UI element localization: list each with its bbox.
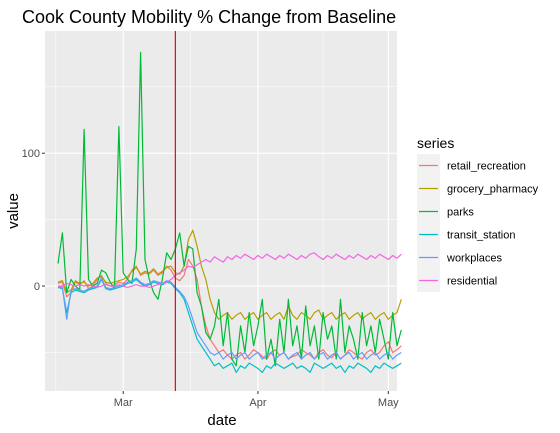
x-axis-ticks: Mar Apr May — [114, 391, 399, 409]
legend-title: series — [417, 135, 454, 151]
legend-label-grocery_pharmacy: grocery_pharmacy — [447, 184, 539, 196]
legend-label-retail_recreation: retail_recreation — [447, 161, 526, 173]
x-tick-label: May — [378, 397, 399, 409]
legend-label-residential: residential — [447, 276, 497, 288]
x-axis-title: date — [207, 412, 236, 429]
grid-lines — [45, 31, 397, 391]
series-line-residential — [58, 252, 402, 288]
series-line-workplaces — [57, 277, 402, 360]
chart-title: Cook County Mobility % Change from Basel… — [22, 7, 396, 27]
y-tick-label: 100 — [22, 148, 40, 160]
legend-label-transit_station: transit_station — [447, 230, 515, 242]
y-axis-ticks: 0 100 — [22, 148, 45, 293]
legend-label-workplaces: workplaces — [446, 253, 503, 265]
legend: series retail_recreation grocery_pharmacy… — [417, 135, 539, 292]
y-tick-label: 0 — [34, 281, 40, 293]
series-lines — [57, 51, 402, 373]
x-tick-label: Mar — [114, 397, 133, 409]
series-line-parks — [57, 51, 402, 367]
legend-label-parks: parks — [447, 207, 474, 219]
y-axis-title: value — [5, 193, 22, 229]
series-line-transit_station — [57, 278, 402, 373]
x-tick-label: Apr — [249, 397, 266, 409]
